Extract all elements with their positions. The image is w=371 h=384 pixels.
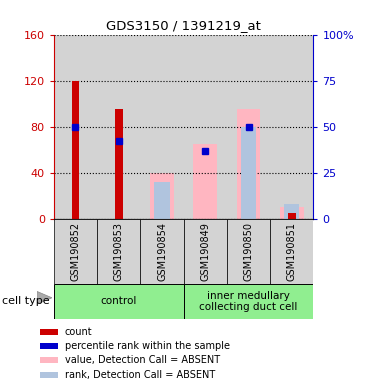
Bar [154, 182, 170, 219]
Text: GSM190849: GSM190849 [200, 222, 210, 281]
FancyBboxPatch shape [97, 219, 140, 284]
FancyBboxPatch shape [270, 219, 313, 284]
Bar [54, 35, 97, 219]
Bar [288, 213, 296, 219]
Text: inner medullary
collecting duct cell: inner medullary collecting duct cell [199, 291, 298, 312]
Text: percentile rank within the sample: percentile rank within the sample [65, 341, 230, 351]
Bar [284, 204, 299, 219]
Bar [237, 109, 260, 219]
FancyBboxPatch shape [227, 219, 270, 284]
Bar [241, 127, 256, 219]
Bar [115, 109, 122, 219]
Text: GSM190852: GSM190852 [70, 222, 81, 281]
Bar [40, 372, 58, 378]
Polygon shape [37, 291, 52, 304]
Bar [193, 144, 217, 219]
Bar [280, 207, 304, 219]
Text: GSM190853: GSM190853 [114, 222, 124, 281]
FancyBboxPatch shape [140, 219, 184, 284]
Text: rank, Detection Call = ABSENT: rank, Detection Call = ABSENT [65, 370, 215, 380]
Bar [40, 357, 58, 363]
Text: GSM190850: GSM190850 [244, 222, 253, 281]
Bar [150, 173, 174, 219]
Bar [227, 35, 270, 219]
FancyBboxPatch shape [184, 219, 227, 284]
Bar [40, 329, 58, 335]
Bar [270, 35, 313, 219]
Title: GDS3150 / 1391219_at: GDS3150 / 1391219_at [106, 19, 261, 32]
Bar [140, 35, 184, 219]
Text: count: count [65, 327, 92, 337]
FancyBboxPatch shape [54, 219, 97, 284]
FancyBboxPatch shape [54, 284, 184, 319]
Bar [40, 343, 58, 349]
Bar [97, 35, 140, 219]
Text: control: control [101, 296, 137, 306]
Bar [184, 35, 227, 219]
Bar [72, 81, 79, 219]
Text: cell type: cell type [2, 296, 49, 306]
Text: GSM190851: GSM190851 [287, 222, 297, 281]
FancyBboxPatch shape [184, 284, 313, 319]
Text: GSM190854: GSM190854 [157, 222, 167, 281]
Text: value, Detection Call = ABSENT: value, Detection Call = ABSENT [65, 355, 220, 365]
